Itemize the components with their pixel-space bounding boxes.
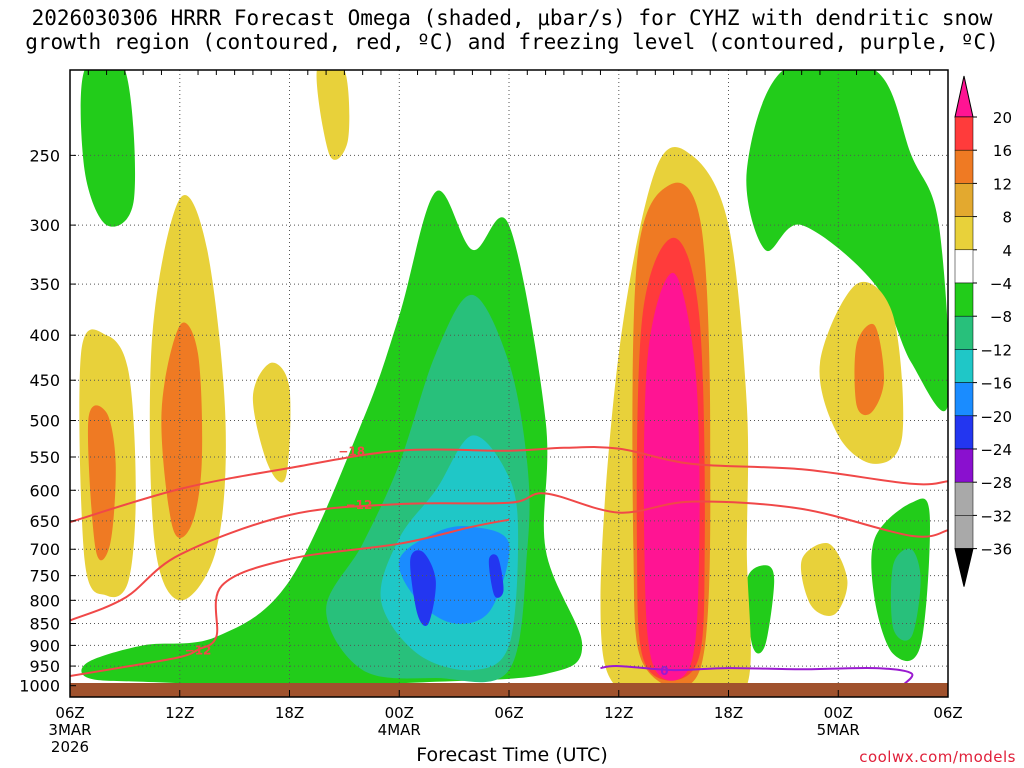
colorbar-swatch bbox=[954, 415, 974, 450]
colorbar-swatch bbox=[954, 249, 974, 284]
y-tick-label: 250 bbox=[29, 146, 60, 165]
x-tick-label: 06Z bbox=[494, 704, 523, 722]
contour-lines: −18 −12 −12 0 bbox=[70, 445, 948, 687]
contour-label-0: 0 bbox=[660, 664, 668, 678]
contour-label--18: −18 bbox=[338, 445, 365, 459]
colorbar-swatch bbox=[954, 481, 974, 516]
contour-line--12 bbox=[70, 492, 948, 622]
contour-line--18 bbox=[70, 446, 948, 524]
colorbar-label: −16 bbox=[980, 375, 1012, 393]
colorbar-label: 12 bbox=[993, 175, 1012, 193]
contour-line--12b bbox=[70, 518, 510, 677]
x-tick-year: 2026 bbox=[51, 738, 89, 756]
omega-region-21 bbox=[854, 323, 885, 416]
omega-region-13 bbox=[252, 362, 291, 483]
x-tick-label: 18Z bbox=[275, 704, 304, 722]
omega-region-23 bbox=[643, 272, 700, 681]
colorbar-swatch bbox=[954, 448, 974, 483]
omega-region-1 bbox=[80, 70, 136, 227]
x-tick-label: 06Z bbox=[55, 704, 84, 722]
omega-region-18 bbox=[87, 405, 116, 561]
y-axis: 250 300 350 400 450 500 550 600 650 700 750 800 850 9… bbox=[19, 146, 76, 696]
colorbar: 20 16 12 8 4 −4 −8 −12 −16 −20 −24 −28 −32 −36 bbox=[954, 75, 1012, 587]
contour-label--12b: −12 bbox=[185, 644, 212, 658]
x-tick-label: 18Z bbox=[714, 704, 743, 722]
y-tick-label: 550 bbox=[29, 448, 60, 467]
colorbar-swatch bbox=[954, 515, 974, 549]
colorbar-swatch bbox=[954, 116, 974, 151]
colorbar-label: 4 bbox=[1002, 242, 1012, 260]
colorbar-swatch bbox=[954, 149, 974, 184]
y-tick-label: 300 bbox=[29, 216, 60, 235]
credit-link[interactable]: coolwx.com/models bbox=[859, 748, 1016, 766]
colorbar-label: −28 bbox=[980, 474, 1012, 492]
contour-line-0 bbox=[600, 665, 914, 687]
colorbar-swatch bbox=[954, 315, 974, 350]
y-tick-label: 900 bbox=[29, 636, 60, 655]
omega-region-19 bbox=[161, 322, 203, 538]
x-tick-label: 12Z bbox=[604, 704, 633, 722]
omega-region-9 bbox=[410, 550, 436, 627]
colorbar-swatch bbox=[954, 349, 974, 383]
y-tick-label: 1000 bbox=[19, 677, 60, 696]
colorbar-top-arrow bbox=[954, 75, 974, 118]
x-tick-label: 06Z bbox=[933, 704, 962, 722]
contour-label--12: −12 bbox=[346, 498, 373, 512]
y-tick-label: 700 bbox=[29, 540, 60, 559]
colorbar-label: −4 bbox=[990, 275, 1012, 293]
omega-region-17 bbox=[800, 542, 848, 616]
x-tick-date: 3MAR bbox=[48, 721, 91, 739]
y-tick-label: 850 bbox=[29, 615, 60, 634]
colorbar-swatch bbox=[954, 216, 974, 251]
omega-region-10 bbox=[488, 554, 504, 598]
y-tick-label: 350 bbox=[29, 275, 60, 294]
y-tick-label: 750 bbox=[29, 567, 60, 586]
y-tick-label: 800 bbox=[29, 591, 60, 610]
omega-region-14 bbox=[316, 70, 350, 160]
colorbar-swatch bbox=[954, 183, 974, 217]
chart-title: 2026030306 HRRR Forecast Omega (shaded, … bbox=[0, 6, 1024, 54]
omega-region-6 bbox=[890, 548, 921, 641]
y-tick-label: 600 bbox=[29, 481, 60, 500]
colorbar-label: 8 bbox=[1002, 209, 1012, 227]
colorbar-label: 16 bbox=[993, 142, 1012, 160]
colorbar-label: −24 bbox=[980, 441, 1012, 459]
colorbar-label: −12 bbox=[980, 341, 1012, 359]
colorbar-label: −20 bbox=[980, 408, 1012, 426]
chart-title-line2: growth region (contoured, red, ºC) and f… bbox=[25, 30, 999, 54]
omega-region-2 bbox=[746, 70, 948, 412]
colorbar-label: −32 bbox=[980, 507, 1012, 525]
colorbar-swatch bbox=[954, 282, 974, 317]
colorbar-label: 20 bbox=[993, 109, 1012, 127]
y-tick-label: 650 bbox=[29, 512, 60, 531]
x-tick-label: 00Z bbox=[385, 704, 414, 722]
y-tick-label: 500 bbox=[29, 412, 60, 431]
x-tick-date: 5MAR bbox=[817, 721, 860, 739]
x-tick-date: 4MAR bbox=[378, 721, 421, 739]
y-tick-label: 950 bbox=[29, 657, 60, 676]
colorbar-label: −36 bbox=[980, 541, 1012, 559]
x-tick-label: 00Z bbox=[824, 704, 853, 722]
x-tick-label: 12Z bbox=[165, 704, 194, 722]
chart-title-line1: 2026030306 HRRR Forecast Omega (shaded, … bbox=[31, 6, 993, 30]
omega-region-4 bbox=[746, 565, 775, 654]
colorbar-label: −8 bbox=[990, 308, 1012, 326]
colorbar-bottom-arrow bbox=[954, 548, 974, 587]
x-axis-title: Forecast Time (UTC) bbox=[416, 744, 608, 766]
colorbar-swatch bbox=[954, 382, 974, 417]
y-tick-label: 450 bbox=[29, 371, 60, 390]
y-tick-label: 400 bbox=[29, 326, 60, 345]
